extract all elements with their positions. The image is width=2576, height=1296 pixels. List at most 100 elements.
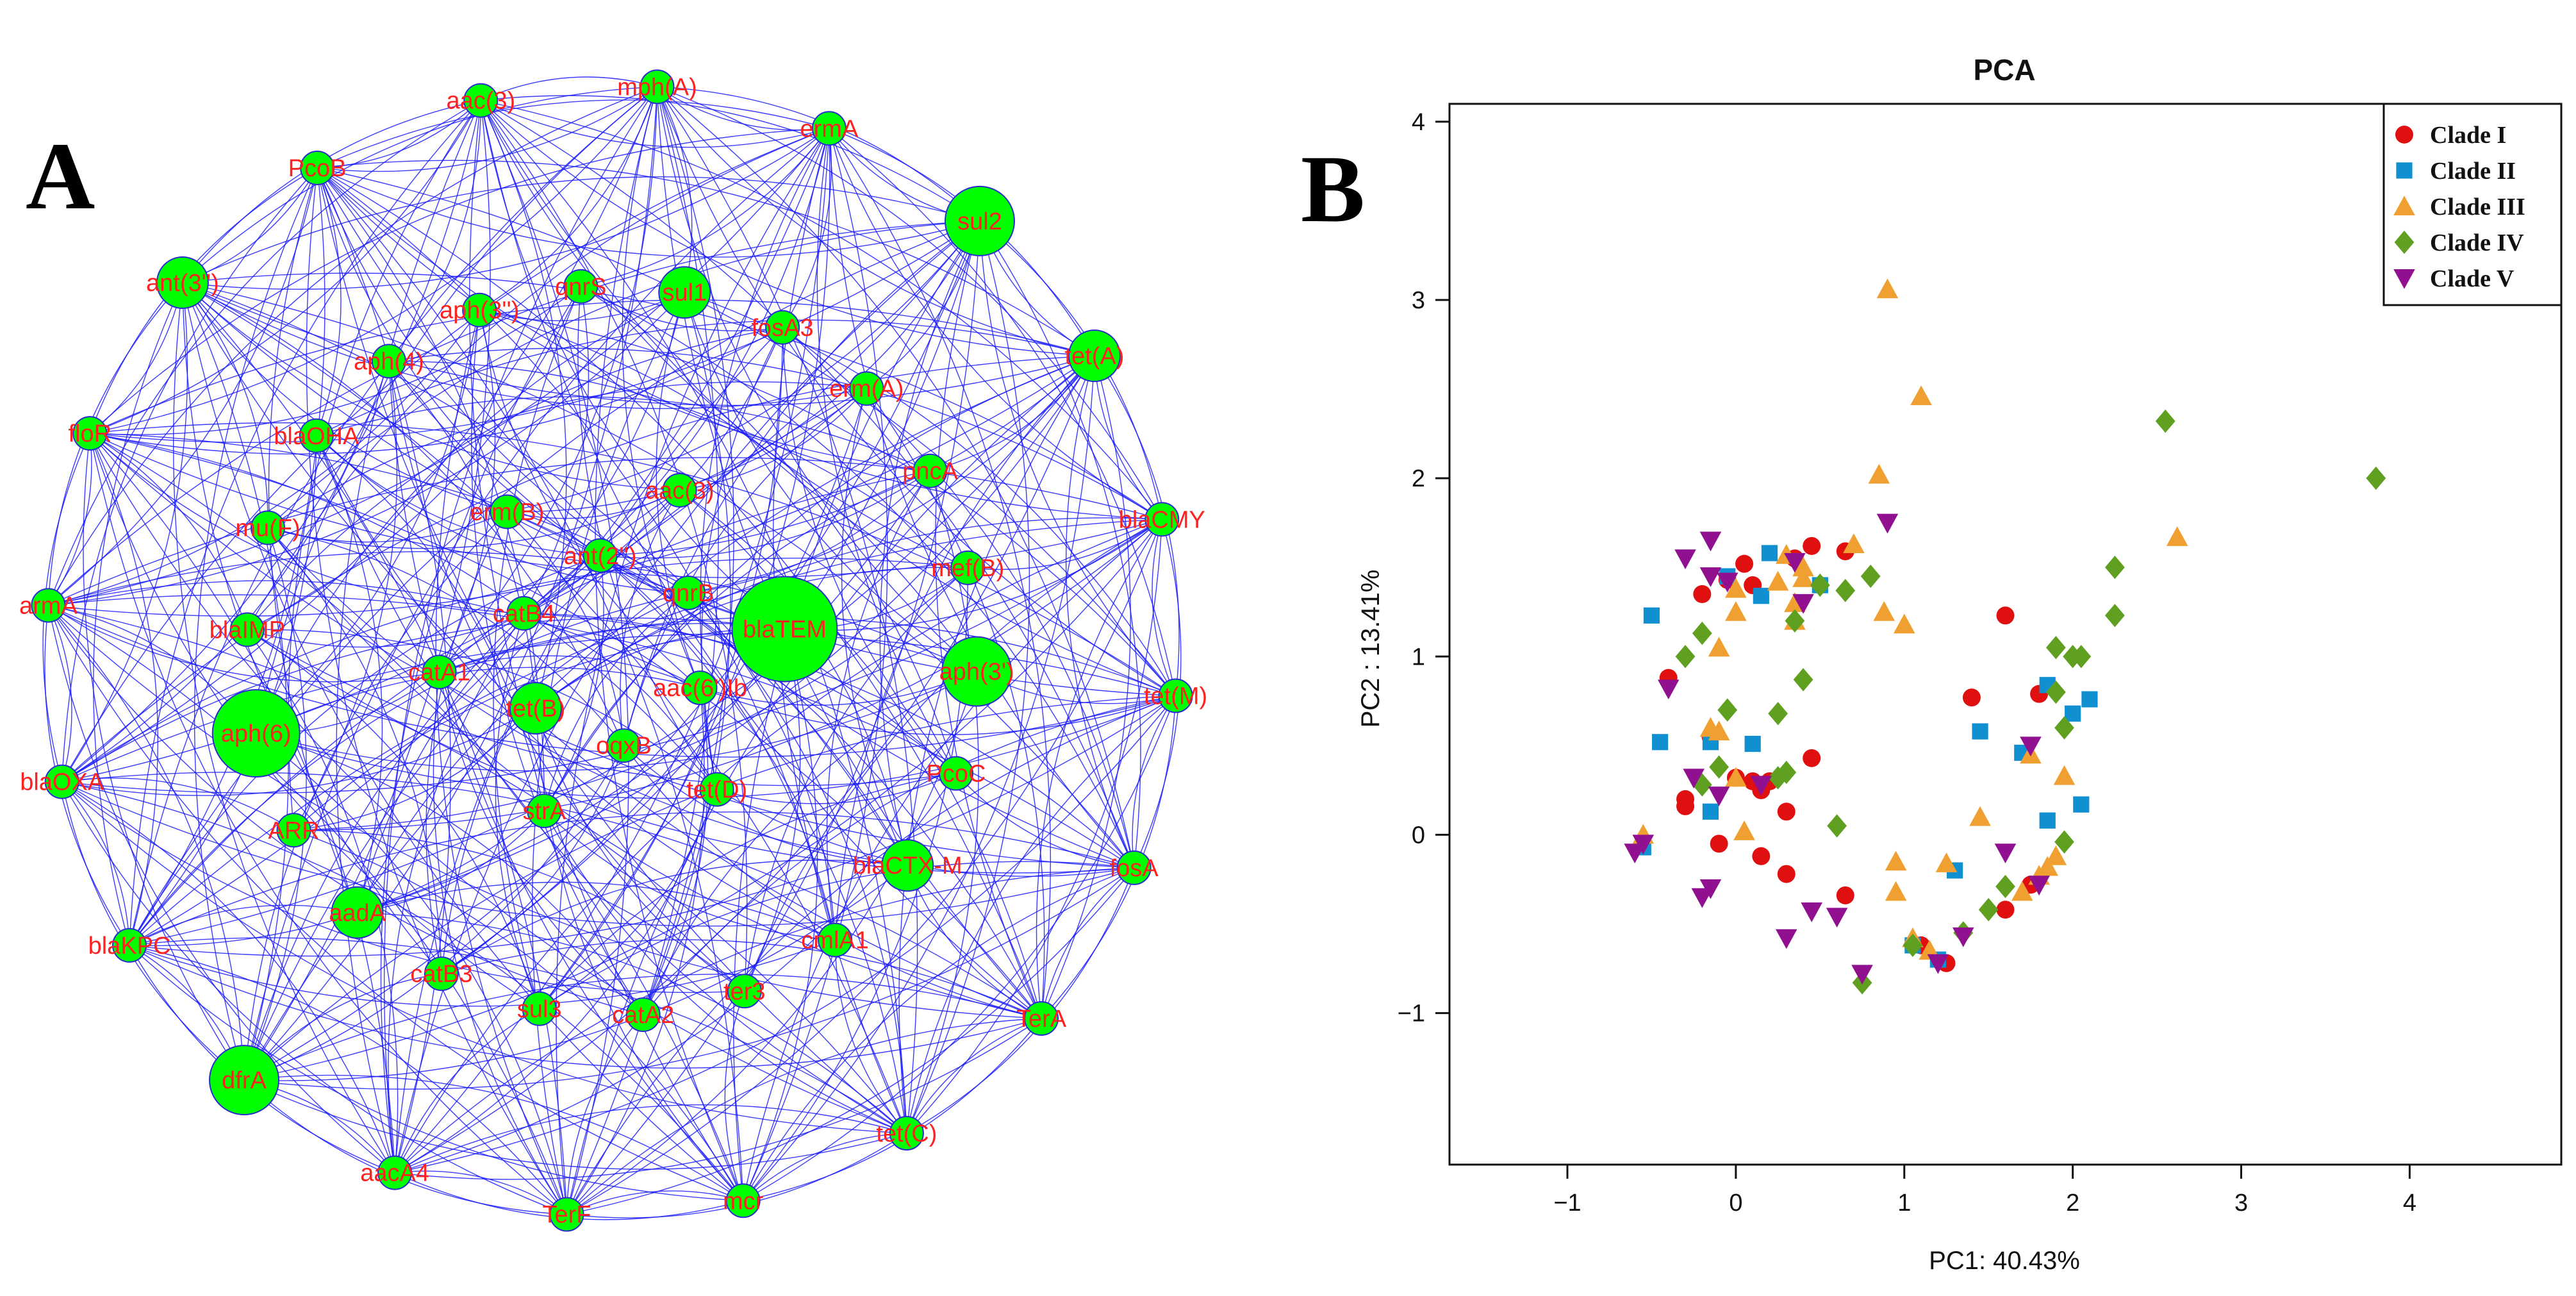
network-edge <box>906 1018 1042 1134</box>
node-label-mph-a: mph(A) <box>617 74 697 101</box>
node-aph-4 <box>371 344 406 379</box>
node-tet-c <box>889 1116 924 1151</box>
panel-label-b: B <box>1301 136 1365 242</box>
node-label-erm-a: erm(A) <box>829 376 904 403</box>
network-edge <box>394 867 1134 1174</box>
network-edge <box>656 87 1176 697</box>
network-edge <box>47 604 1042 1019</box>
network-edge <box>580 286 957 774</box>
node-qnrs <box>563 269 599 304</box>
node-label-tet-b: tet(B) <box>506 695 565 722</box>
network-edge <box>643 292 731 1015</box>
point-clade-v <box>1826 908 1848 928</box>
point-clade-iv <box>1692 621 1712 645</box>
network-edge <box>979 220 1177 696</box>
node-label-aac-6-ib: aac(6')Ib <box>653 675 747 702</box>
network-edge <box>566 1014 644 1215</box>
chart-title: PCA <box>1973 53 2035 87</box>
point-clade-v <box>1657 679 1680 700</box>
network-edge <box>267 511 508 543</box>
network-edge <box>244 511 508 1081</box>
legend-label-clade-v: Clade V <box>2430 265 2514 292</box>
network-edge <box>539 772 957 1009</box>
pca-scatter-plot: B PCA −1 0 1 2 3 4 −1 0 1 2 3 4 PC1: 40.43% PC2 : … <box>1301 53 2563 1275</box>
node-label-erma: ermA <box>800 115 859 142</box>
network-edge <box>388 613 525 1173</box>
network-edge <box>357 470 931 913</box>
point-clade-iii <box>2053 765 2076 785</box>
network-edge <box>267 220 980 528</box>
network-edge <box>47 167 318 606</box>
point-clade-v <box>1674 549 1696 570</box>
network-edge <box>173 282 395 1174</box>
network-edge <box>244 974 1042 1081</box>
network-edge <box>556 128 830 1215</box>
network-edge <box>317 160 1095 356</box>
point-clade-iv <box>1793 668 1813 692</box>
network-edge <box>439 655 700 688</box>
node-label-fosa3: fosA3 <box>752 315 814 342</box>
network-edge <box>129 904 358 946</box>
network-edge <box>566 1190 743 1215</box>
network-edge <box>834 940 907 1134</box>
network-edge <box>62 781 744 1201</box>
network-edge <box>317 99 830 169</box>
node-label-mu-f: mu(F) <box>235 515 300 542</box>
network-edge <box>316 435 545 811</box>
node-label-arma: armA <box>19 593 78 620</box>
network-edge <box>679 490 1042 1019</box>
network-edge <box>480 100 1095 356</box>
point-clade-v <box>1775 929 1797 949</box>
network-edge <box>129 945 1042 1069</box>
point-clade-iv <box>2045 636 2066 660</box>
node-blacmy <box>1144 502 1180 537</box>
network-edge <box>1152 519 1177 696</box>
node-label-blaoxa: blaOXA <box>20 769 104 796</box>
network-edge <box>388 360 968 569</box>
network-edge <box>182 282 1135 868</box>
node-cata2 <box>625 997 661 1033</box>
x-tick-label: 3 <box>2234 1190 2248 1217</box>
node-label-tet-d: tet(D) <box>686 777 747 804</box>
node-tet-d <box>699 772 734 807</box>
x-tick-label: 4 <box>2403 1190 2416 1217</box>
node-label-dfra: dfrA <box>222 1067 267 1094</box>
network-edge <box>543 470 930 811</box>
network-edge <box>316 435 383 913</box>
network-edge <box>438 310 496 672</box>
network-edge <box>1041 867 1135 1019</box>
network-edge <box>535 567 968 709</box>
network-edge <box>267 527 442 974</box>
point-clade-i <box>1836 886 1854 904</box>
network-edge <box>62 781 907 1134</box>
network-edge <box>62 282 188 783</box>
node-label-terf: TerF <box>543 1202 591 1229</box>
network-edge <box>357 810 545 913</box>
network-edge <box>743 629 818 1201</box>
network-edge <box>507 220 980 513</box>
point-clade-iii <box>1843 533 1865 554</box>
network-edge <box>425 511 508 974</box>
series-clade-iii <box>1632 278 2188 960</box>
node-aac-3 <box>463 83 499 118</box>
network-edge <box>244 388 867 1081</box>
y-tick-label: −1 <box>1398 1001 1425 1027</box>
network-edge <box>744 629 801 992</box>
node-label-cata1: catA1 <box>408 660 470 686</box>
network-edge <box>129 592 689 946</box>
point-clade-iv <box>1768 702 1788 726</box>
network-edge <box>256 292 685 734</box>
network-edge <box>495 613 540 1009</box>
network-edge <box>543 810 836 941</box>
network-edge <box>539 789 718 1009</box>
network-edge <box>600 470 930 559</box>
point-clade-iii <box>1893 613 1915 634</box>
network-edge <box>317 100 481 169</box>
series-clade-iv <box>1675 409 2386 995</box>
network-edge <box>679 388 867 491</box>
network-edge <box>535 708 745 992</box>
network-edge <box>481 100 830 148</box>
node-terf <box>549 1197 584 1232</box>
node-ter3 <box>727 974 762 1009</box>
network-edge <box>507 490 681 519</box>
